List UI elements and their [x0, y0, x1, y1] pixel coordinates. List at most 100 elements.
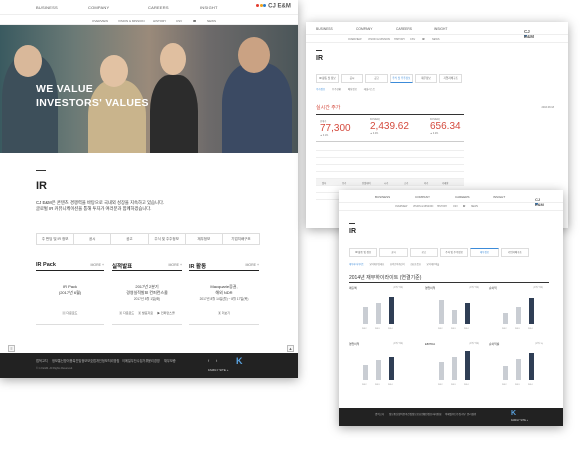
twitter-icon[interactable]: t — [216, 358, 218, 363]
nav-business[interactable]: BUSINESS — [36, 5, 58, 10]
download-button[interactable]: ▣ 다운로드 — [119, 311, 135, 315]
tab-disclosure[interactable]: 공시 — [340, 74, 364, 83]
nav-company[interactable]: COMPANY — [415, 195, 430, 199]
subtab-dividend[interactable]: 배당정보 — [347, 88, 358, 91]
family-site-select[interactable]: FAMILY SITE + — [208, 368, 229, 372]
tab-notice[interactable]: 공고 — [409, 248, 438, 257]
tab-governance[interactable]: 기업지배구조 — [231, 237, 251, 241]
subnav-ir[interactable]: IR — [422, 38, 425, 41]
hero-line-2: INVESTORS' VALUES — [36, 97, 149, 109]
tab-disclosure[interactable]: 공시 — [379, 248, 408, 257]
family-site-select[interactable]: FAMILY SITE + — [511, 419, 529, 422]
cj-logo[interactable]: CJ E&M — [256, 3, 291, 10]
hero-face-4 — [238, 37, 270, 73]
subnav-news[interactable]: NEWS — [207, 19, 216, 23]
subnav-overview[interactable]: OVERVIEW — [92, 19, 109, 23]
col-date: 일자 — [322, 183, 327, 185]
item-title[interactable]: 2017년 2분기 — [135, 284, 159, 289]
footer-link-email[interactable]: 이메일무단수집거부 — [122, 359, 149, 363]
logo-text: CJ E&M — [524, 29, 534, 39]
subtab-ratios[interactable]: 요약재무비율 — [426, 264, 440, 266]
tab-governance[interactable]: 기업지배구조 — [439, 74, 463, 83]
tab-ir-info[interactable]: IR 활동 및 정보 — [349, 248, 378, 257]
nav-careers[interactable]: CAREERS — [396, 27, 412, 31]
tab-financial[interactable]: 재무정보 — [470, 248, 499, 257]
tab-disclosure[interactable]: 공시 — [74, 234, 112, 244]
tab-notice[interactable]: 공고 — [365, 74, 389, 83]
nav-company[interactable]: COMPANY — [356, 27, 373, 31]
subnav-overview[interactable]: OVERVIEW — [348, 38, 362, 41]
tab-notice[interactable]: 공고 — [111, 234, 149, 244]
footer-link-ethics[interactable]: 윤리경영 — [467, 413, 477, 416]
footer-link-network[interactable]: 정보통신망이용촉진및정보보호법 — [389, 413, 424, 416]
subtab-analyst[interactable]: 애널리스트 — [363, 88, 376, 91]
nav-company[interactable]: COMPANY — [88, 5, 110, 10]
price-value: 2,439.62 — [370, 121, 409, 132]
tab-stock[interactable]: 주식 및 주주정보 — [439, 248, 469, 257]
download-button[interactable]: ▣ 다운로드 — [62, 311, 78, 315]
subnav-overview[interactable]: OVERVIEW — [395, 206, 408, 208]
subnav-vision[interactable]: VISION & MISSION — [368, 38, 391, 41]
nav-business[interactable]: BUSINESS — [316, 27, 333, 31]
column-buttons: ▣ 다운로드 — [36, 311, 104, 315]
footer-link-ethics[interactable]: 윤리경영 — [148, 359, 160, 363]
tab-stock[interactable]: 주식 및 주주정보 — [149, 234, 186, 244]
hero-banner: WE VALUE INVESTORS' VALUES — [0, 25, 298, 153]
subnav-vision[interactable]: VISION & MISSION — [413, 206, 434, 208]
subnav-news[interactable]: NEWS — [471, 206, 478, 208]
subtab-cash-flow[interactable]: 현금흐름표 — [410, 264, 421, 266]
footer-link-privacy[interactable]: 개인정보처리방침 — [96, 359, 120, 363]
subnav-history[interactable]: HISTORY — [394, 38, 406, 41]
side-menu-button[interactable]: ≡ — [8, 345, 15, 352]
subnav-history[interactable]: HISTORY — [153, 19, 167, 23]
nav-insight[interactable]: INSIGHT — [434, 27, 448, 31]
subnav-csv[interactable]: CSV — [410, 38, 416, 41]
scroll-top-button[interactable]: ▲ — [287, 345, 294, 352]
item-title[interactable]: IR Pack — [62, 284, 77, 289]
footer-link-guarantee[interactable]: 채무보증 — [164, 359, 176, 363]
item-date: 2017년 8월 1일(화) — [133, 297, 161, 301]
subnav-ir[interactable]: IR — [463, 206, 466, 208]
nav-careers[interactable]: CAREERS — [455, 195, 470, 199]
hero-title: WE VALUE INVESTORS' VALUES — [36, 82, 149, 110]
facebook-icon[interactable]: f — [208, 358, 210, 363]
nav-insight[interactable]: INSIGHT — [200, 5, 218, 10]
subnav-history[interactable]: HISTORY — [437, 206, 448, 208]
view-more-button[interactable]: ▣ 더보기 — [217, 311, 231, 315]
tab-governance[interactable]: 기업지배구조 — [500, 248, 529, 257]
tab-stock[interactable]: 주식 및 주주정보 — [390, 74, 413, 83]
tab-financial[interactable]: 재무정보 — [414, 74, 438, 83]
footer: 법적고지 정보통신망이용촉진및정보보호법 개인정보처리방침 이메일무단수집거부 … — [0, 353, 298, 378]
chart-axis-label: 2014 — [388, 384, 393, 386]
col-low: 저가 — [424, 183, 429, 185]
nav-careers[interactable]: CAREERS — [148, 5, 169, 10]
conference-call-button[interactable]: ▶ 컨퍼런스콜 — [157, 311, 175, 315]
footer-link-privacy[interactable]: 개인정보처리방침 — [423, 413, 442, 416]
footer-link-legal[interactable]: 법적고지 — [36, 359, 48, 363]
more-link[interactable]: MORE + — [90, 263, 104, 267]
subnav-csv[interactable]: CSV — [453, 206, 458, 208]
item-title[interactable]: Macquarie증권, — [210, 284, 238, 289]
tab-financial[interactable]: 재무정보 — [186, 234, 223, 244]
chart-axis-label: 2014 — [464, 328, 469, 330]
subtab-highlights[interactable]: 재무하이라이트 — [349, 264, 364, 266]
slides-button[interactable]: ▣ 발표자료 — [138, 311, 154, 315]
footer-link-network[interactable]: 정보통신망이용촉진및정보보호법 — [52, 359, 96, 363]
subnav-ir[interactable]: IR — [193, 19, 196, 23]
nav-insight[interactable]: INSIGHT — [493, 195, 506, 199]
footer-link-email[interactable]: 이메일무단수집거부 — [445, 413, 466, 416]
subnav-news[interactable]: NEWS — [432, 38, 440, 41]
more-link[interactable]: MORE + — [168, 263, 182, 267]
tab-ir-info[interactable]: 주 펀딩 및 IR 정보 — [37, 234, 75, 244]
subtab-stock-price[interactable]: 주가정보 — [316, 88, 326, 91]
subtab-balance-sheet[interactable]: 요약재무상태표 — [369, 264, 385, 266]
subtab-income-statement[interactable]: 요약손익계산서 — [389, 264, 405, 266]
chart-axis-label: 2012 — [438, 328, 443, 330]
nav-business[interactable]: BUSINESS — [375, 195, 391, 199]
subnav-csv[interactable]: CSV — [176, 19, 183, 23]
subtab-shareholders[interactable]: 주주현황 — [331, 88, 342, 91]
tab-ir-info[interactable]: IR 활동 및 정보 — [316, 74, 339, 83]
more-link[interactable]: MORE + — [245, 263, 259, 267]
footer-link-legal[interactable]: 법적고지 — [375, 413, 385, 416]
subnav-vision[interactable]: VISION & MISSION — [118, 19, 145, 23]
